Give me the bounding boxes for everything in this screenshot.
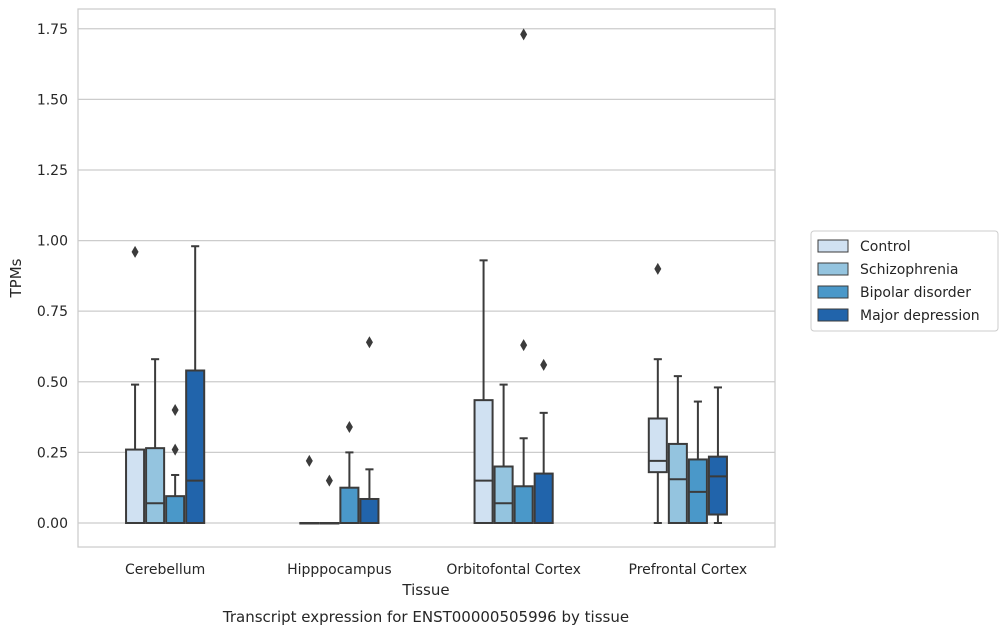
legend-label: Major depression (860, 308, 980, 324)
legend-frame (810, 230, 999, 332)
x-tick-label: Cerebellum (125, 562, 205, 578)
outlier-point (540, 358, 548, 371)
legend-label: Schizophrenia (860, 262, 958, 278)
x-tick-label: Hipppocampus (287, 562, 392, 578)
box-body (145, 447, 166, 524)
outlier-point (171, 404, 179, 417)
box-body (647, 417, 668, 474)
y-tick-label: 1.00 (37, 234, 68, 250)
y-tick-label: 1.50 (37, 92, 68, 108)
legend: Control Schizophrenia Bipolar disorder Majo… (810, 230, 999, 332)
box-body (125, 448, 146, 524)
box-3-0 (647, 262, 668, 524)
box-body (667, 442, 688, 524)
legend-label: Control (860, 239, 911, 255)
box-0-3 (185, 245, 206, 524)
box-body (339, 486, 360, 524)
outlier-point (520, 339, 528, 352)
box-body (359, 497, 380, 524)
box-body (185, 369, 206, 524)
y-tick-label: 1.75 (37, 22, 68, 38)
y-tick-labels: 0.00 0.25 0.50 0.75 1.00 1.25 1.50 1.75 (37, 22, 68, 532)
y-tick-label: 0.50 (37, 375, 68, 391)
legend-label: Bipolar disorder (860, 285, 971, 301)
outlier-point (171, 443, 179, 456)
y-tick-label: 0.25 (37, 445, 68, 461)
y-axis-label: TPMs (7, 258, 25, 298)
box-2-2 (513, 28, 534, 524)
box-0-1 (145, 358, 166, 524)
box-body (707, 455, 728, 516)
box-3-1 (667, 375, 688, 524)
box-body (165, 495, 186, 524)
box-body (493, 465, 514, 524)
outlier-point (325, 474, 333, 487)
legend-swatch (817, 262, 849, 276)
box-0-2 (165, 404, 186, 524)
outlier-point (131, 245, 139, 258)
box-2-0 (473, 259, 494, 524)
y-tick-label: 0.00 (37, 516, 68, 532)
chart-caption: Transcript expression for ENST0000050599… (222, 608, 629, 626)
box-1-2 (339, 420, 360, 524)
x-tick-label: Orbitofontal Cortex (446, 562, 581, 578)
box-2-1 (493, 383, 514, 524)
box-1-1 (319, 474, 340, 525)
y-tick-label: 0.75 (37, 304, 68, 320)
box-1-0 (299, 454, 320, 525)
box-3-2 (687, 400, 708, 524)
outlier-point (654, 262, 662, 275)
box-1-3 (359, 336, 380, 524)
plot-frame (77, 8, 776, 548)
box-3-3 (707, 386, 728, 524)
box-0-0 (125, 245, 146, 524)
x-tick-labels: Cerebellum Hipppocampus Orbitofontal Corte… (125, 562, 747, 578)
box-2-3 (533, 358, 554, 524)
legend-swatch (817, 239, 849, 253)
legend-swatch (817, 308, 849, 322)
box-plot-marks (125, 28, 728, 525)
box-body (513, 485, 534, 524)
outlier-point (365, 336, 373, 349)
x-axis-label: Tissue (401, 581, 449, 599)
outlier-point (305, 454, 313, 467)
x-tick-label: Prefrontal Cortex (629, 562, 748, 578)
box-body (533, 472, 554, 524)
outlier-point (520, 28, 528, 41)
y-tick-label: 1.25 (37, 163, 68, 179)
outlier-point (345, 420, 353, 433)
legend-swatch (817, 285, 849, 299)
box-body (473, 399, 494, 524)
